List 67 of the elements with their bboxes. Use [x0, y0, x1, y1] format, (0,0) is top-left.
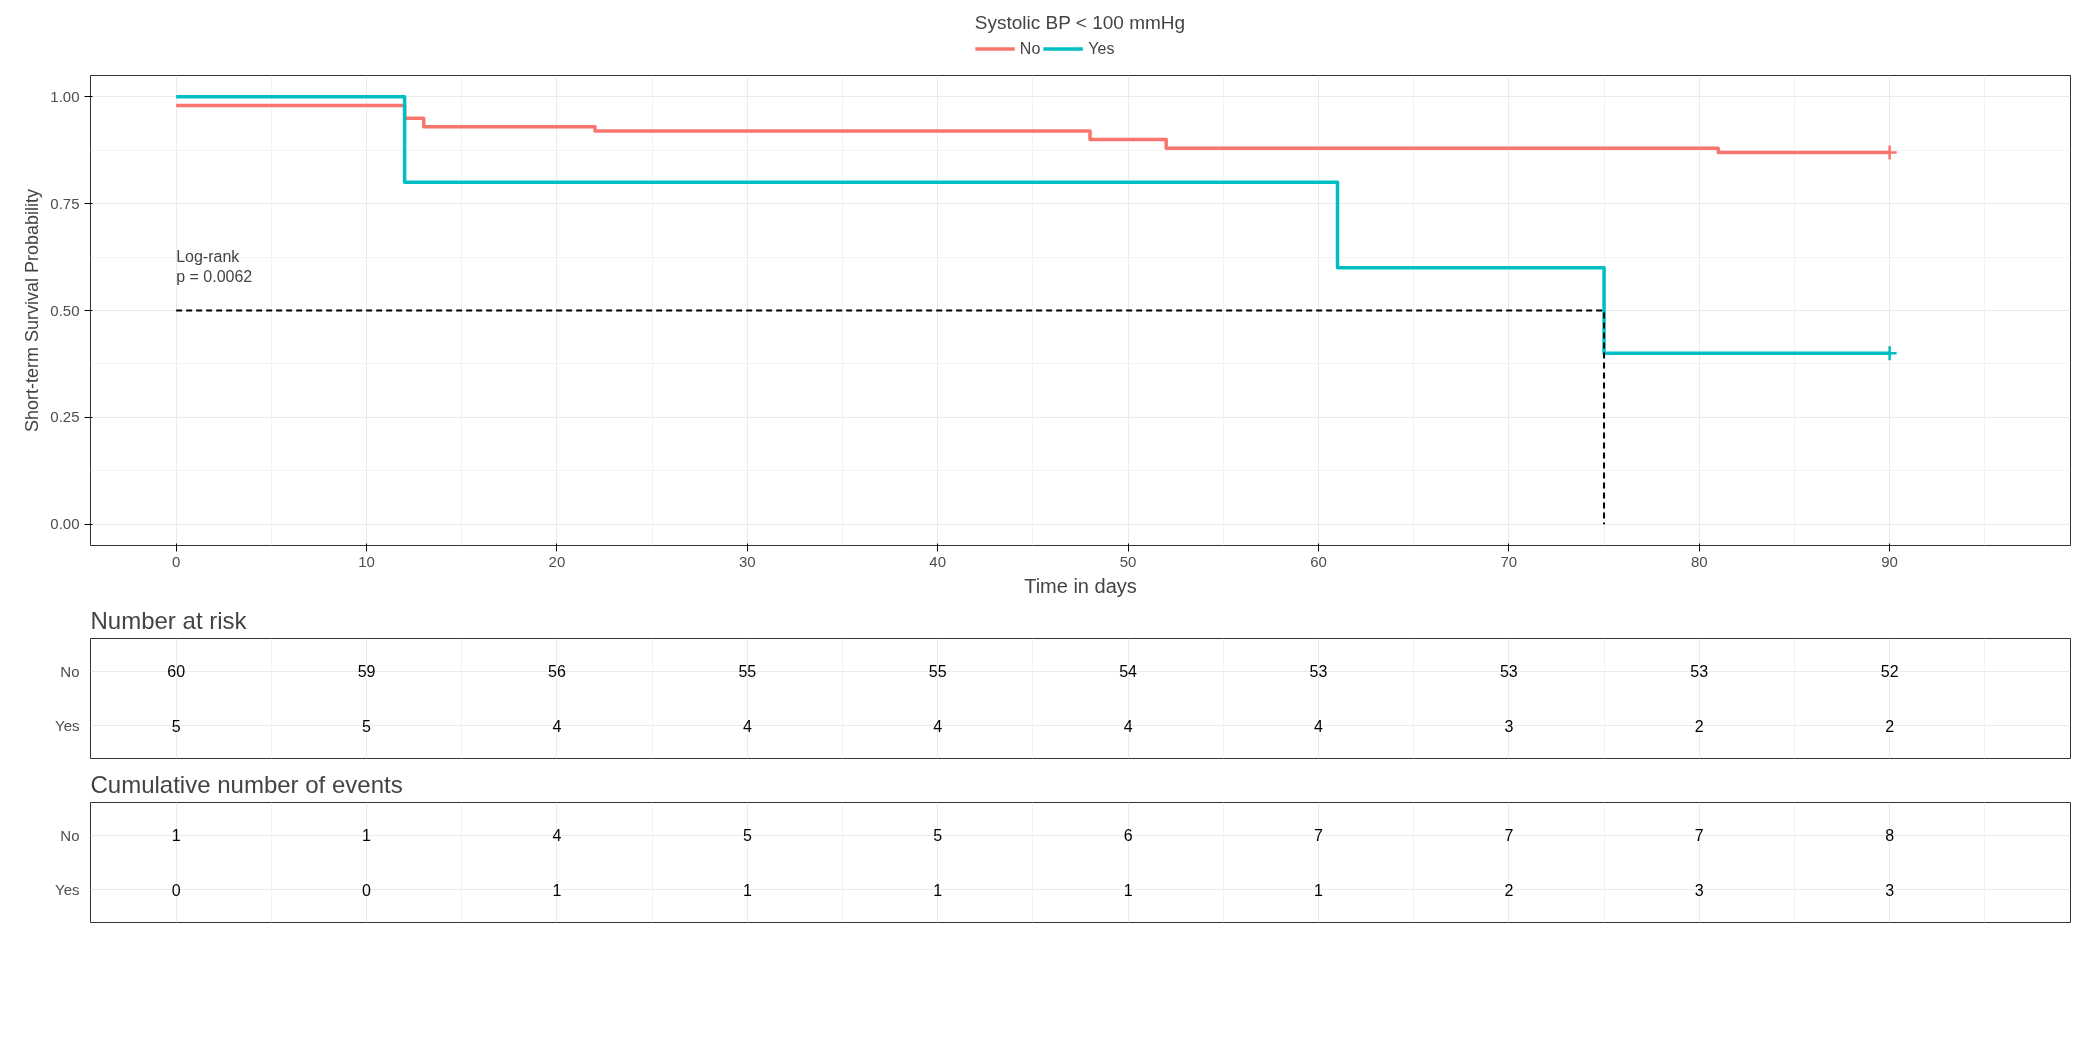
data-label: 3 [1504, 717, 1514, 735]
data-label: 55 [738, 663, 757, 681]
chart-title: Number at risk [90, 606, 248, 634]
data-label: 1 [1314, 881, 1324, 899]
x-tick-label: 0 [172, 552, 181, 570]
legend-label: Yes [1088, 39, 1115, 58]
data-label: 6 [1123, 827, 1133, 845]
data-label: 1 [171, 827, 181, 845]
y-axis-title: Short-term Survival Probability [22, 188, 43, 433]
data-label: 5 [362, 717, 372, 735]
data-label: 3 [1694, 881, 1704, 899]
data-label: 54 [1119, 663, 1138, 681]
data-label: 1 [1123, 881, 1133, 899]
data-label: 1 [362, 827, 372, 845]
x-tick-label: 80 [1690, 552, 1708, 570]
y-tick-label: 1.00 [50, 87, 80, 105]
data-label: 5 [933, 827, 943, 845]
data-label: 53 [1309, 663, 1328, 681]
data-label: 3 [1885, 881, 1895, 899]
data-label: 53 [1499, 663, 1518, 681]
data-label: 2 [1504, 881, 1514, 899]
x-tick-label: 90 [1881, 552, 1898, 570]
x-tick-label: 10 [358, 552, 375, 570]
y-tick-label: No [60, 826, 80, 844]
data-label: 7 [1694, 827, 1704, 845]
x-tick-label: 70 [1500, 552, 1518, 570]
y-tick-label: 0.75 [50, 194, 80, 212]
legend-label: No [1019, 39, 1041, 58]
data-label: 55 [928, 663, 947, 681]
y-tick-label: Yes [55, 881, 80, 899]
data-label: 60 [167, 663, 186, 681]
data-label: 4 [552, 717, 562, 735]
data-label: 1 [742, 881, 752, 899]
data-label: 0 [171, 881, 181, 899]
data-label: 0 [362, 881, 372, 899]
y-tick-label: 0.00 [50, 515, 80, 533]
data-label: 5 [171, 717, 181, 735]
data-label: 1 [552, 881, 562, 899]
x-axis-title: Time in days [1024, 574, 1137, 597]
data-label: 1 [933, 881, 943, 899]
data-label: 8 [1885, 827, 1895, 845]
x-tick-label: 40 [929, 552, 947, 570]
data-label: 7 [1314, 827, 1324, 845]
data-label: 59 [357, 663, 376, 681]
x-tick-label: 30 [738, 552, 756, 570]
y-tick-label: No [60, 662, 80, 680]
data-label: 7 [1504, 827, 1514, 845]
y-tick-label: Yes [55, 717, 80, 735]
data-label: 2 [1885, 717, 1895, 735]
y-tick-label: 0.25 [50, 408, 80, 426]
data-label: 56 [548, 663, 566, 681]
data-label: 4 [1314, 717, 1324, 735]
y-tick-label: 0.50 [50, 301, 80, 319]
data-label: 4 [933, 717, 943, 735]
data-label: 4 [1123, 717, 1133, 735]
data-label: 5 [742, 827, 752, 845]
annotation: Log-rank p = 0.0062 [176, 248, 253, 286]
data-label: 52 [1880, 663, 1899, 681]
legend-title: Systolic BP < 100 mmHg [974, 11, 1186, 34]
data-label: 2 [1694, 717, 1704, 735]
data-label: 4 [552, 827, 562, 845]
x-tick-label: 20 [548, 552, 566, 570]
data-label: 53 [1690, 663, 1709, 681]
chart-title: Cumulative number of events [90, 770, 403, 798]
x-tick-label: 50 [1119, 552, 1137, 570]
data-label: 4 [742, 717, 752, 735]
x-tick-label: 60 [1310, 552, 1327, 570]
